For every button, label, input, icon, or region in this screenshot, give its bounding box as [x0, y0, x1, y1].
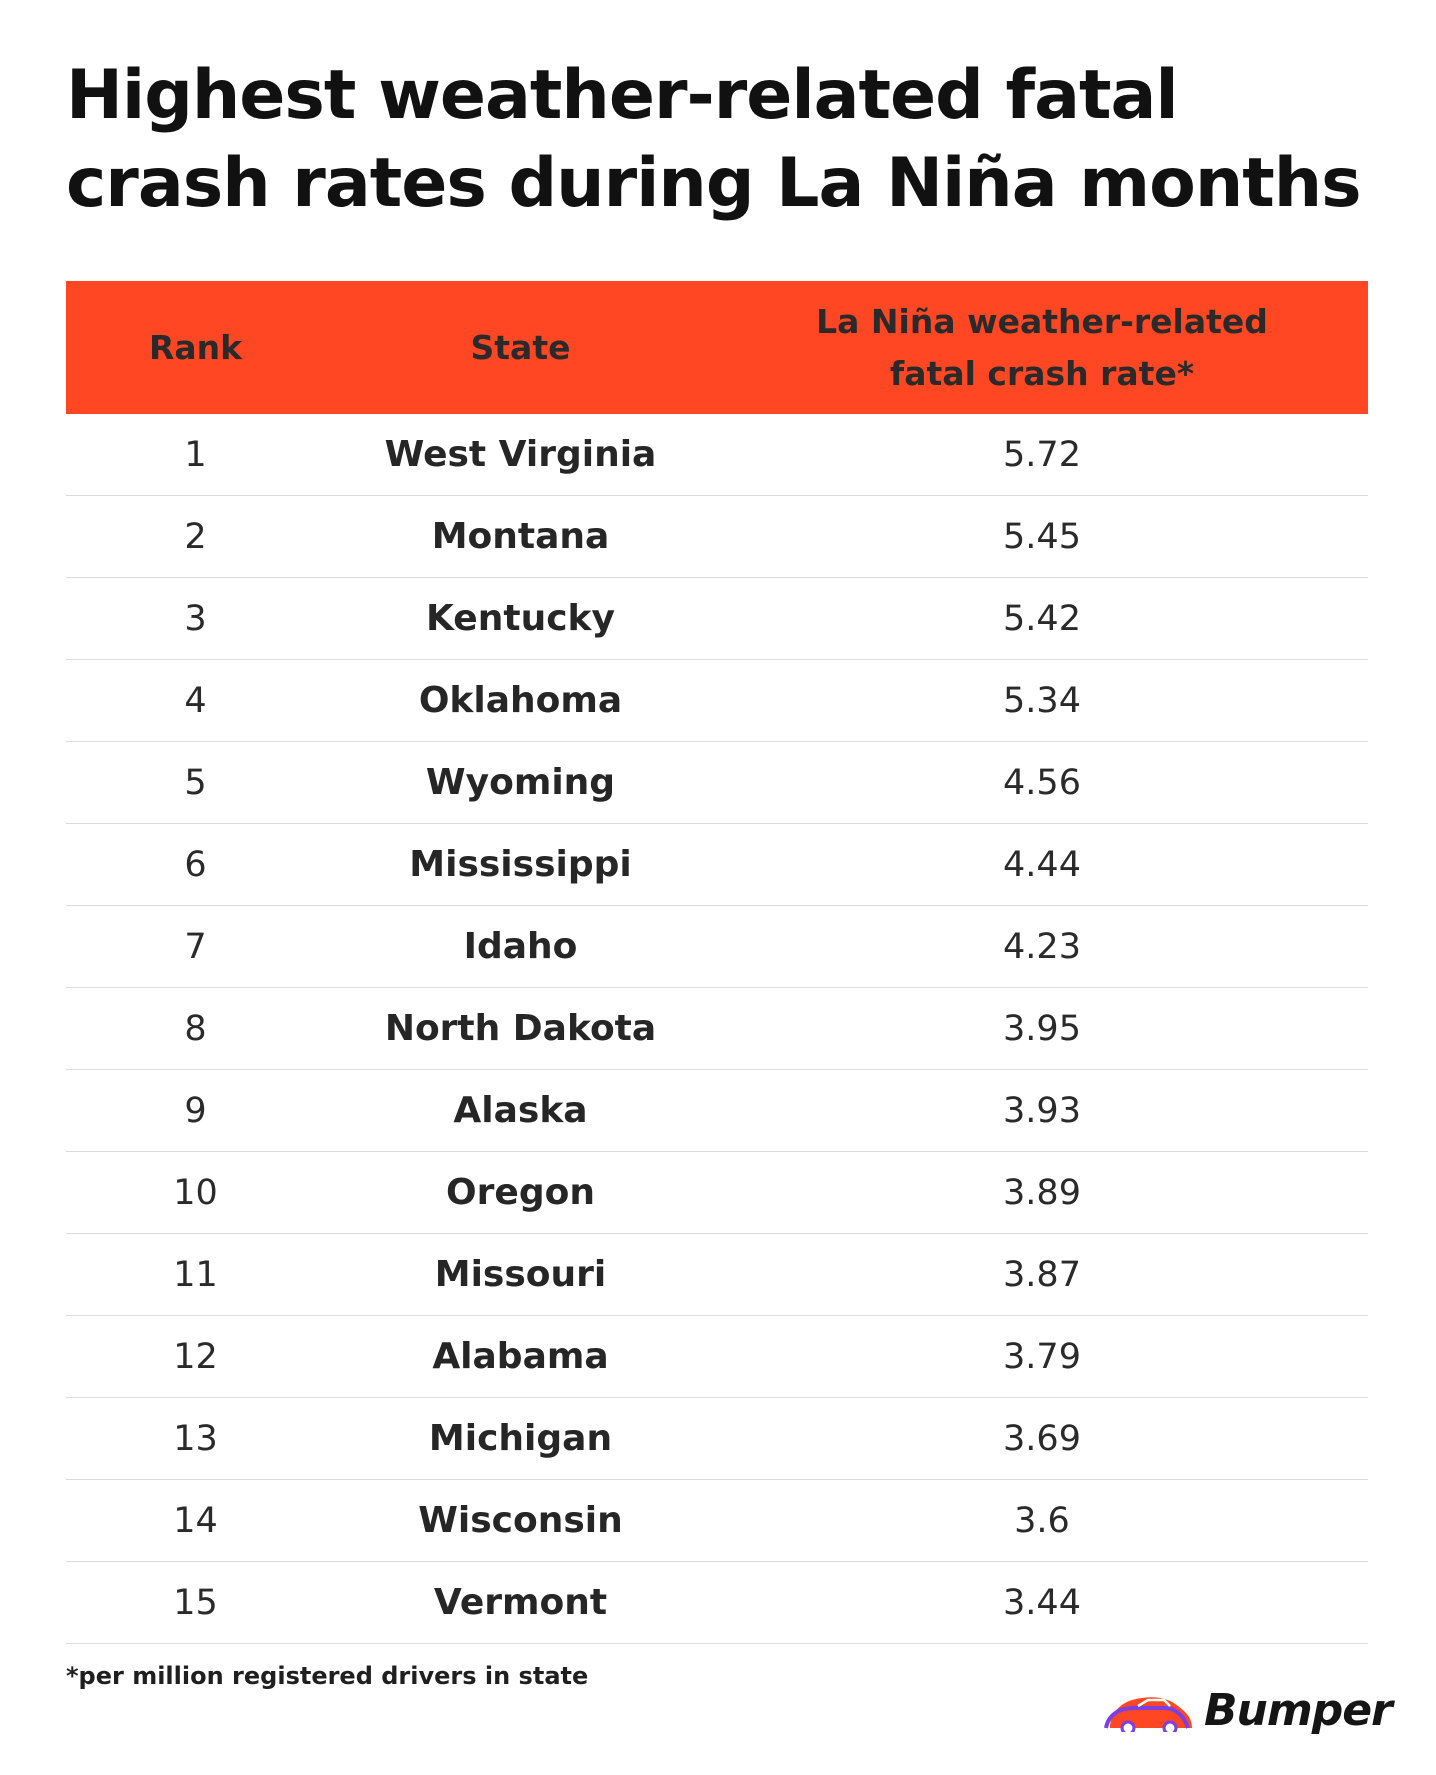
- table-row: 10 Oregon 3.89: [66, 1152, 1368, 1234]
- rate-cell: 3.44: [1003, 1582, 1081, 1623]
- rank-cell: 7: [184, 926, 207, 967]
- footnote: *per million registered drivers in state: [66, 1662, 589, 1690]
- rank-cell: 8: [184, 1008, 207, 1049]
- rate-cell: 3.93: [1003, 1090, 1081, 1131]
- state-cell: Kentucky: [426, 598, 615, 639]
- rank-cell: 14: [173, 1500, 218, 1541]
- table-header: Rank State La Niña weather-related fatal…: [66, 281, 1368, 414]
- rank-cell: 3: [184, 598, 207, 639]
- rank-cell: 15: [173, 1582, 218, 1623]
- rank-cell: 12: [173, 1336, 218, 1377]
- rank-cell: 2: [184, 516, 207, 557]
- chart-title: Highest weather-related fatal crash rate…: [66, 56, 1362, 223]
- rate-cell: 5.34: [1003, 680, 1081, 721]
- rate-cell: 3.69: [1003, 1418, 1081, 1459]
- header-rank: Rank: [148, 327, 243, 367]
- state-cell: Mississippi: [409, 844, 632, 885]
- state-cell: Oklahoma: [418, 680, 623, 721]
- table-row: 6 Mississippi 4.44: [66, 824, 1368, 906]
- state-cell: West Virginia: [384, 434, 657, 475]
- table-row: 8 North Dakota 3.95: [66, 988, 1368, 1070]
- rank-cell: 9: [184, 1090, 207, 1131]
- state-cell: Wisconsin: [418, 1500, 623, 1541]
- state-cell: Michigan: [428, 1418, 613, 1459]
- rate-cell: 3.79: [1003, 1336, 1081, 1377]
- state-cell: North Dakota: [384, 1008, 657, 1049]
- state-cell: Montana: [431, 516, 610, 557]
- bumper-logo: Bumper: [1104, 1684, 1393, 1736]
- table-row: 2 Montana 5.45: [66, 496, 1368, 578]
- table-row: 13 Michigan 3.69: [66, 1398, 1368, 1480]
- state-cell: Wyoming: [425, 762, 616, 803]
- rate-cell: 5.45: [1003, 516, 1081, 557]
- rank-cell: 1: [184, 434, 207, 475]
- table-row: 15 Vermont 3.44: [66, 1562, 1368, 1644]
- rate-cell: 4.44: [1003, 844, 1081, 885]
- crash-rate-table: Rank State La Niña weather-related fatal…: [66, 281, 1368, 1644]
- table-row: 9 Alaska 3.93: [66, 1070, 1368, 1152]
- rank-cell: 6: [184, 844, 207, 885]
- header-state: State: [470, 327, 571, 367]
- rate-cell: 3.89: [1003, 1172, 1081, 1213]
- header-rate-label: La Niña weather-related fatal crash rate…: [816, 301, 1268, 393]
- rate-cell: 4.23: [1003, 926, 1081, 967]
- car-icon: [1104, 1697, 1192, 1732]
- rank-cell: 5: [184, 762, 207, 803]
- table-row: 7 Idaho 4.23: [66, 906, 1368, 988]
- brand-name: Bumper: [1204, 1684, 1393, 1736]
- rank-cell: 11: [173, 1254, 218, 1295]
- state-cell: Alabama: [432, 1336, 609, 1377]
- table-row: 11 Missouri 3.87: [66, 1234, 1368, 1316]
- table-row: 3 Kentucky 5.42: [66, 578, 1368, 660]
- state-cell: Vermont: [433, 1582, 608, 1623]
- rate-cell: 5.72: [1003, 434, 1081, 475]
- rank-cell: 10: [173, 1172, 218, 1213]
- state-cell: Alaska: [453, 1090, 588, 1131]
- rate-cell: 5.42: [1003, 598, 1081, 639]
- header-rate: La Niña weather-related fatal crash rate…: [716, 296, 1368, 400]
- rate-cell: 3.87: [1003, 1254, 1081, 1295]
- state-cell: Missouri: [434, 1254, 607, 1295]
- table-row: 5 Wyoming 4.56: [66, 742, 1368, 824]
- rate-cell: 3.6: [1014, 1500, 1070, 1541]
- table-row: 4 Oklahoma 5.34: [66, 660, 1368, 742]
- rate-cell: 3.95: [1003, 1008, 1081, 1049]
- table-body: 1 West Virginia 5.72 2 Montana 5.45 3 Kentucky 5…: [66, 414, 1368, 1644]
- rank-cell: 4: [184, 680, 207, 721]
- state-cell: Oregon: [446, 1172, 595, 1213]
- rank-cell: 13: [173, 1418, 218, 1459]
- table-row: 1 West Virginia 5.72: [66, 414, 1368, 496]
- state-cell: Idaho: [463, 926, 578, 967]
- table-row: 12 Alabama 3.79: [66, 1316, 1368, 1398]
- rate-cell: 4.56: [1003, 762, 1081, 803]
- table-row: 14 Wisconsin 3.6: [66, 1480, 1368, 1562]
